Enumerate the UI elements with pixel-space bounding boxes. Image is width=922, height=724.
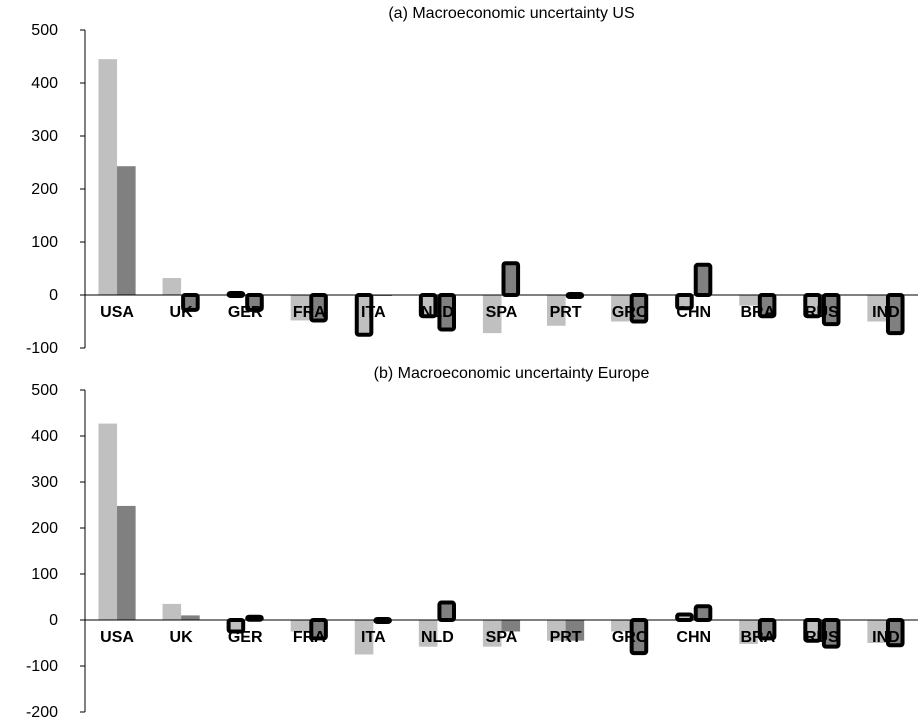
y-tick-label: 500 [31,22,58,39]
bar-usa-series-2 [117,166,136,295]
bar-usa-series-1 [98,423,118,620]
bar-uk-series-1 [162,278,182,295]
bar-bra-series-1 [739,620,758,644]
category-label: PRT [550,304,582,321]
chart-panel-a: (a) Macroeconomic uncertainty US 500 400 30… [26,5,918,357]
y-tick-label: 300 [31,474,58,491]
bar-prt-series-1 [546,295,566,326]
bar-bra-series-1 [739,295,758,306]
category-label: IND [872,629,900,646]
bar-spa-series-1 [482,295,502,334]
bar-uk-series-1 [162,603,182,620]
category-label: USA [100,629,134,646]
category-label: UK [170,629,194,646]
category-label: PRT [550,629,582,646]
bar-grc-series-1 [611,295,630,322]
bar-prt-series-1 [546,620,566,641]
y-tick-label: 200 [31,181,58,198]
bar-chn-series-1 [675,612,694,622]
y-tick-label: 100 [31,234,58,251]
y-tick-label: 400 [31,75,58,92]
chart-panel-b: (b) Macroeconomic uncertainty Europe 500 4… [26,365,918,721]
chart-title: (b) Macroeconomic uncertainty Europe [374,365,650,382]
category-label: UK [170,304,194,321]
bar-spa-series-1 [482,620,502,647]
y-tick-label: 300 [31,128,58,145]
category-label: GRC [612,629,648,646]
category-label: RUS [805,304,839,321]
bar-spa-series-2 [501,620,521,632]
category-label: BRA [740,629,775,646]
bar-chn-series-2 [693,262,713,298]
category-label: USA [100,304,134,321]
category-label: SPA [486,629,518,646]
bar-spa-series-2 [501,261,521,298]
y-tick-label: 0 [49,612,58,629]
category-label: CHN [676,629,711,646]
bar-ind-series-1 [867,620,886,643]
y-tick-label: -100 [26,658,58,675]
category-label: GER [228,304,263,321]
bar-nld-series-1 [418,620,438,647]
bar-uk-series-2 [181,615,200,620]
y-tick-label: 400 [31,428,58,445]
y-tick-label: 500 [31,382,58,399]
bar-ita-series-1 [354,620,374,655]
category-label: FRA [293,629,326,646]
chart-title: (a) Macroeconomic uncertainty US [388,5,634,22]
category-label: FRA [293,304,326,321]
category-label: NLD [421,304,454,321]
bar-chn-series-2 [693,604,713,623]
category-label: GRC [612,304,648,321]
y-tick-label: -200 [26,704,58,721]
category-label: CHN [676,304,711,321]
y-tick-label: -100 [26,340,58,357]
y-tick-label: 200 [31,520,58,537]
bar-usa-series-2 [117,505,136,620]
bar-ger-series-2 [245,614,264,622]
category-label: SPA [486,304,518,321]
category-label: ITA [361,629,386,646]
y-tick-label: 0 [49,287,58,304]
bar-nld-series-2 [437,600,457,623]
category-label: GER [228,629,263,646]
bar-grc-series-1 [611,620,630,632]
category-label: BRA [740,304,775,321]
bar-ind-series-1 [867,295,886,322]
bar-prt-series-2 [565,620,585,641]
category-label: RUS [805,629,839,646]
category-label: IND [872,304,900,321]
y-tick-label: 100 [31,566,58,583]
category-label: NLD [421,629,454,646]
bar-fra-series-1 [290,295,310,321]
bar-fra-series-1 [290,620,310,632]
bar-usa-series-1 [98,59,118,296]
category-label: ITA [361,304,386,321]
